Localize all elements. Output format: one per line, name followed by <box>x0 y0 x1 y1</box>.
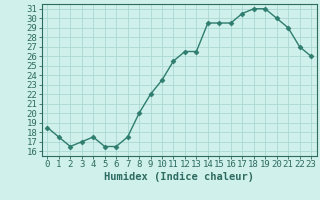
X-axis label: Humidex (Indice chaleur): Humidex (Indice chaleur) <box>104 172 254 182</box>
